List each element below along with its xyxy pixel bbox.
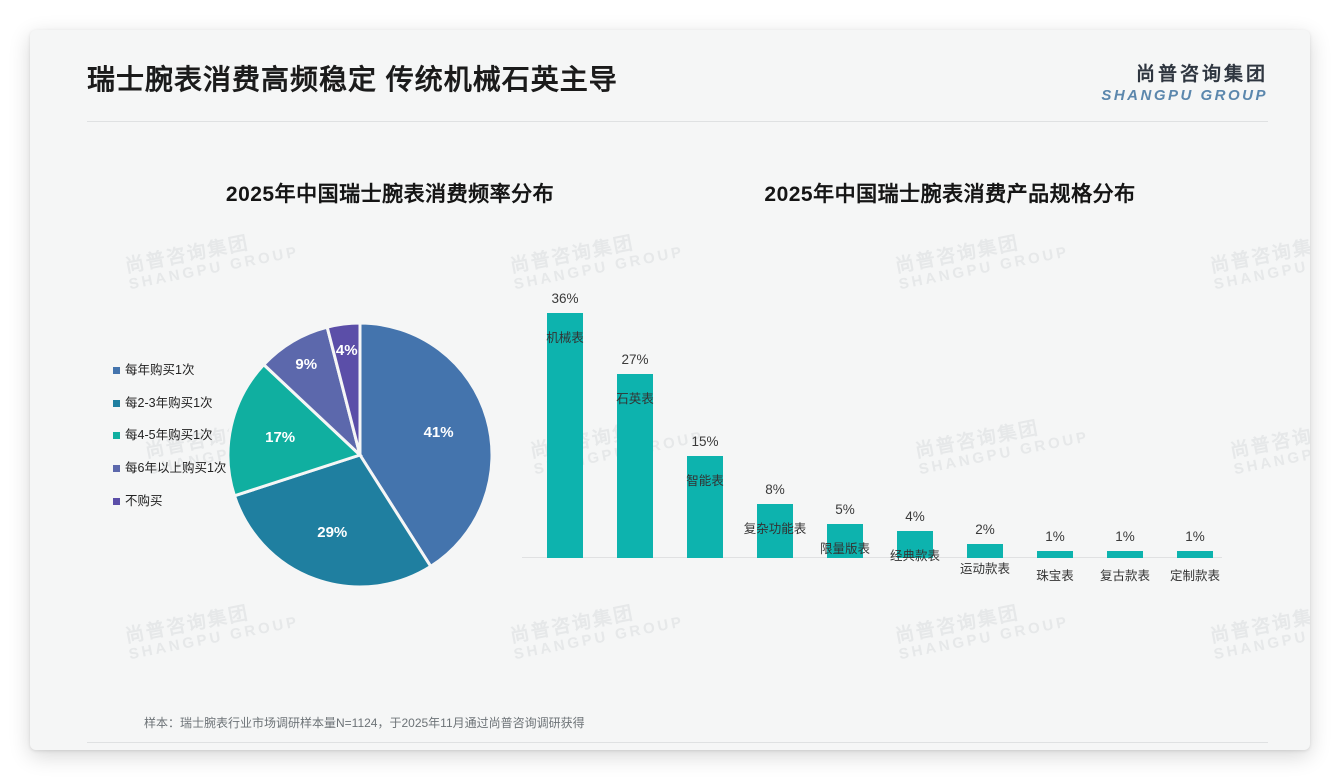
header-divider [87,121,1268,122]
bar-column[interactable]: 8% 复杂功能表 [740,482,810,558]
legend-swatch-icon [113,432,120,440]
bar-category-label: 机械表 [546,331,584,345]
bar-chart: 36% 机械表 27% 石英表 15% 智能表 8% 复杂功能表 5% 限量版表 4% 经典款表 2% 运… [522,285,1222,595]
bar-column[interactable]: 15% 智能表 [670,434,740,558]
pie-chart-svg: 41% 29% 17% 9% 4% [226,321,494,589]
bar-value-label: 27% [621,352,649,368]
bar-value-label: 2% [975,522,995,538]
pie-slice[interactable] [325,321,362,456]
pie-slice-value-label: 17% [265,429,295,446]
bar-column[interactable]: 36% 机械表 [530,291,600,558]
bar-column[interactable]: 5% 限量版表 [810,502,880,558]
bar-column[interactable]: 1% 定制款表 [1160,529,1230,583]
legend-item[interactable]: 每6年以上购买1次 [113,461,238,477]
bar-rect[interactable] [687,455,723,558]
charts-region: 2025年中国瑞士腕表消费频率分布 2025年中国瑞士腕表消费产品规格分布 每年… [30,30,1310,750]
bar-category-label: 限量版表 [819,541,870,556]
slide-header: 瑞士腕表消费高频稳定 传统机械石英主导 尚普咨询集团 SHANGPU GROUP [30,30,1310,123]
bar-rect[interactable] [1037,551,1073,558]
pie-slice-value-label: 29% [317,524,347,541]
bar-value-label: 1% [1045,529,1065,545]
legend-swatch-icon [113,497,120,505]
bar-value-label: 4% [905,508,925,524]
bar-column[interactable]: 27% 石英表 [600,352,670,558]
legend-item[interactable]: 每年购买1次 [113,363,238,379]
bar-value-label: 15% [691,433,719,449]
legend-swatch-icon [113,367,120,374]
bar-rect[interactable] [967,544,1003,558]
bar-value-label: 5% [835,501,855,517]
bar-category-label: 智能表 [686,473,724,488]
slide-card: 尚普咨询集团 SHANGPU GROUP 尚普咨询集团 SHANGPU GROUP 尚普… [30,30,1310,750]
bar-category-label: 复杂功能表 [743,521,807,536]
bar-column[interactable]: 1% 珠宝表 [1020,529,1090,583]
bar-rect[interactable] [897,530,933,558]
bar-rect[interactable] [757,503,793,558]
logo-english-text: SHANGPU GROUP [1101,87,1268,104]
bar-column[interactable]: 4% 经典款表 [880,509,950,563]
legend-item[interactable]: 每4-5年购买1次 [113,428,238,444]
bar-rect[interactable] [827,523,863,558]
bar-category-label: 经典款表 [889,548,940,563]
legend-item[interactable]: 每2-3年购买1次 [113,396,238,412]
legend-item-label: 每年购买1次 [125,363,195,377]
legend-swatch-icon [113,464,120,472]
bar-rect[interactable] [547,313,583,558]
pie-slice-value-label: 9% [295,356,317,373]
pie-slice[interactable] [232,453,433,589]
logo-chinese-text: 尚普咨询集团 [1135,63,1268,85]
legend-swatch-icon [113,399,120,407]
bar-rect[interactable] [1107,551,1143,558]
sample-footnote: 样本：瑞士腕表行业市场调研样本量N=1124，于2025年11月通过尚普咨询调研… [144,716,585,730]
legend-item-label: 不购买 [125,493,163,508]
pie-chart: 41% 29% 17% 9% 4% [225,320,495,590]
bar-rect[interactable] [1177,551,1213,558]
bar-category-label: 复古款表 [1099,569,1150,584]
pie-chart-title: 2025年中国瑞士腕表消费频率分布 [225,183,555,206]
legend-item-label: 每6年以上购买1次 [125,460,227,475]
bar-value-label: 1% [1185,529,1205,545]
bar-value-label: 1% [1115,529,1135,545]
pie-slice-value-label: 41% [424,424,454,441]
legend-item[interactable]: 不购买 [113,494,238,510]
bar-category-label: 珠宝表 [1036,569,1074,584]
brand-logo: 尚普咨询集团 SHANGPU GROUP [1101,59,1268,104]
pie-slice-value-label: 4% [336,342,358,359]
page-title: 瑞士腕表消费高频稳定 传统机械石英主导 [87,64,618,95]
bar-chart-axis-line [522,557,1222,558]
bar-value-label: 36% [551,291,579,306]
bar-value-label: 8% [765,481,785,497]
legend-item-label: 每4-5年购买1次 [125,428,213,443]
bar-category-label: 定制款表 [1169,569,1220,584]
bar-rect[interactable] [617,374,653,558]
pie-slice[interactable] [226,362,363,498]
bar-category-label: 运动款表 [959,562,1010,577]
pie-legend: 每年购买1次每2-3年购买1次 每4-5年购买1次 每6年以上购买1次 不购买 [113,363,238,526]
bar-category-label: 石英表 [616,392,654,407]
footer-divider [87,742,1268,743]
legend-item-label: 每2-3年购买1次 [125,395,213,410]
bar-chart-title: 2025年中国瑞士腕表消费产品规格分布 [764,183,1136,206]
bar-column[interactable]: 1% 复古款表 [1090,529,1160,583]
bar-column[interactable]: 2% 运动款表 [950,522,1020,576]
